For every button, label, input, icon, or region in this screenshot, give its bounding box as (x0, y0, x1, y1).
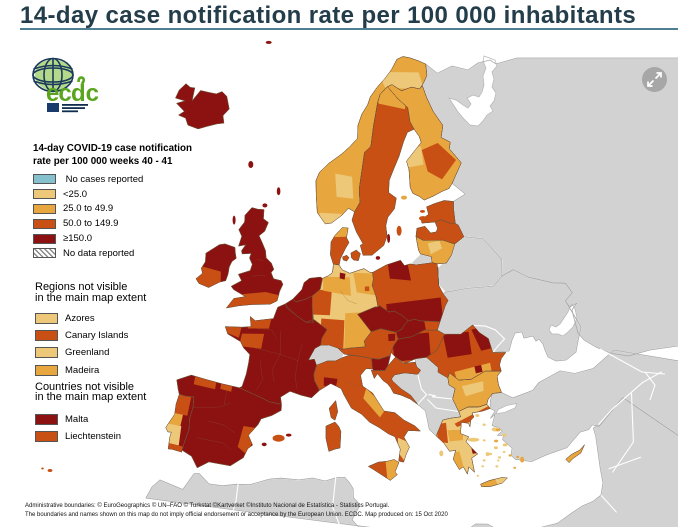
svg-text:ec: ec (46, 80, 71, 107)
svg-text:dc: dc (71, 80, 99, 107)
